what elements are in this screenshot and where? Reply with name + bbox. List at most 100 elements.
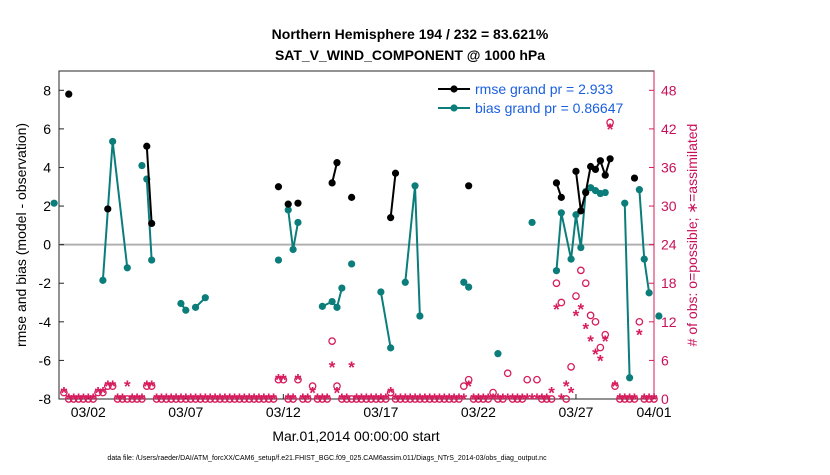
possible-obs-marker: [620, 395, 629, 403]
assimilated-obs-marker: *: [212, 390, 219, 409]
assimilated-obs-marker: *: [339, 390, 346, 409]
bias-point: [557, 209, 565, 217]
assimilated-obs-marker: *: [475, 390, 482, 409]
possible-obs-marker: [211, 395, 219, 403]
assimilated-obs-marker: *: [578, 300, 585, 319]
possible-obs-marker: [69, 395, 78, 403]
y-tick-label: -4: [39, 314, 52, 330]
legend-bias-label: bias grand pr = 0.86647: [475, 100, 623, 116]
y-axis-label: rmse and bias (model - observation): [13, 123, 29, 347]
possible-obs-marker: [216, 395, 224, 403]
possible-obs-marker: [138, 395, 146, 403]
y-tick-label: 0: [43, 237, 51, 253]
bias-point: [494, 350, 502, 358]
possible-obs-marker: [581, 279, 590, 288]
possible-obs-marker: [416, 395, 424, 403]
possible-obs-marker: [60, 388, 68, 397]
assimilated-obs-marker: *: [426, 390, 433, 409]
possible-obs-marker: [459, 382, 468, 390]
possible-obs-marker: [259, 395, 268, 403]
bias-point: [572, 211, 580, 219]
bias-point: [460, 278, 468, 286]
obs-count-layer: ****************************************…: [60, 118, 658, 409]
bias-point: [123, 264, 131, 272]
assimilated-obs-marker: *: [241, 390, 248, 409]
rmse-point: [348, 193, 356, 201]
assimilated-obs-marker: *: [231, 390, 238, 409]
assimilated-obs-marker: *: [568, 384, 575, 403]
right-axis: 0 6 12 18 24 30 36 42 48: [649, 71, 677, 407]
assimilated-obs-marker: *: [490, 390, 497, 409]
chart-title: Northern Hemisphere 194 / 232 = 83.621%: [272, 26, 549, 42]
possible-obs-marker: [489, 388, 497, 397]
bias-point: [182, 306, 190, 314]
possible-obs-marker: [591, 317, 600, 326]
rmse-point: [591, 165, 600, 173]
bias-point: [284, 206, 292, 214]
possible-obs-marker: [328, 337, 336, 345]
possible-obs-marker: [445, 395, 454, 403]
bias-point: [50, 199, 58, 207]
possible-obs-marker: [625, 395, 634, 403]
bias-point: [289, 245, 297, 254]
possible-obs-marker: [381, 395, 390, 403]
bias-point: [655, 312, 663, 320]
assimilated-obs-marker: *: [265, 390, 272, 409]
possible-obs-marker: [235, 395, 244, 403]
possible-obs-marker: [484, 395, 493, 403]
possible-obs-marker: [299, 395, 307, 403]
bias-point: [201, 294, 209, 302]
bias-line: [145, 178, 153, 261]
possible-obs-marker: [255, 395, 263, 403]
bias-point: [177, 299, 185, 308]
assimilated-obs-marker: *: [187, 390, 194, 409]
assimilated-obs-marker: *: [95, 384, 102, 403]
bias-point: [401, 278, 409, 286]
assimilated-obs-marker: *: [470, 390, 477, 409]
possible-obs-marker: [142, 382, 151, 390]
possible-obs-marker: [572, 292, 580, 300]
assimilated-obs-marker: *: [553, 300, 560, 319]
possible-obs-marker: [630, 395, 639, 403]
possible-obs-marker: [303, 395, 312, 403]
assimilated-obs-marker: *: [143, 377, 150, 396]
assimilated-obs-marker: *: [139, 390, 146, 409]
assimilated-obs-marker: *: [324, 390, 331, 409]
y-right-tick-label: 24: [661, 237, 677, 253]
possible-obs-marker: [474, 395, 483, 403]
possible-obs-marker: [118, 395, 127, 403]
assimilated-obs-marker: *: [421, 390, 428, 409]
bias-point: [148, 256, 156, 264]
assimilated-obs-marker: *: [173, 390, 180, 409]
possible-obs-marker: [313, 395, 322, 403]
y-right-tick-label: 30: [661, 198, 677, 214]
x-tick-label: 04/01: [636, 404, 671, 420]
possible-obs-marker: [167, 395, 176, 403]
possible-obs-marker: [450, 395, 458, 403]
assimilated-obs-marker: *: [621, 390, 628, 409]
assimilated-obs-marker: *: [134, 390, 141, 409]
y-right-tick-label: 6: [661, 352, 669, 368]
y-tick-label: -8: [39, 391, 52, 407]
x-tick-label: 03/07: [168, 404, 203, 420]
assimilated-obs-marker: *: [431, 390, 438, 409]
possible-obs-marker: [172, 395, 180, 403]
possible-obs-marker: [357, 395, 366, 403]
possible-obs-marker: [74, 395, 83, 403]
bias-point: [645, 289, 653, 297]
assimilated-obs-marker: *: [300, 390, 307, 409]
assimilated-obs-marker: *: [597, 351, 604, 370]
possible-obs-marker: [128, 395, 137, 403]
rmse-point: [577, 207, 585, 215]
assimilated-obs-marker: *: [480, 390, 487, 409]
rmse-point: [104, 205, 112, 213]
assimilated-obs-marker: *: [192, 390, 199, 409]
assimilated-obs-marker: *: [70, 390, 77, 409]
assimilated-obs-marker: *: [602, 332, 609, 351]
possible-obs-marker: [498, 395, 507, 403]
possible-obs-marker: [177, 395, 185, 403]
assimilated-obs-marker: *: [226, 390, 233, 409]
possible-obs-marker: [377, 395, 385, 403]
bias-line: [321, 287, 343, 310]
possible-obs-marker: [225, 395, 234, 403]
